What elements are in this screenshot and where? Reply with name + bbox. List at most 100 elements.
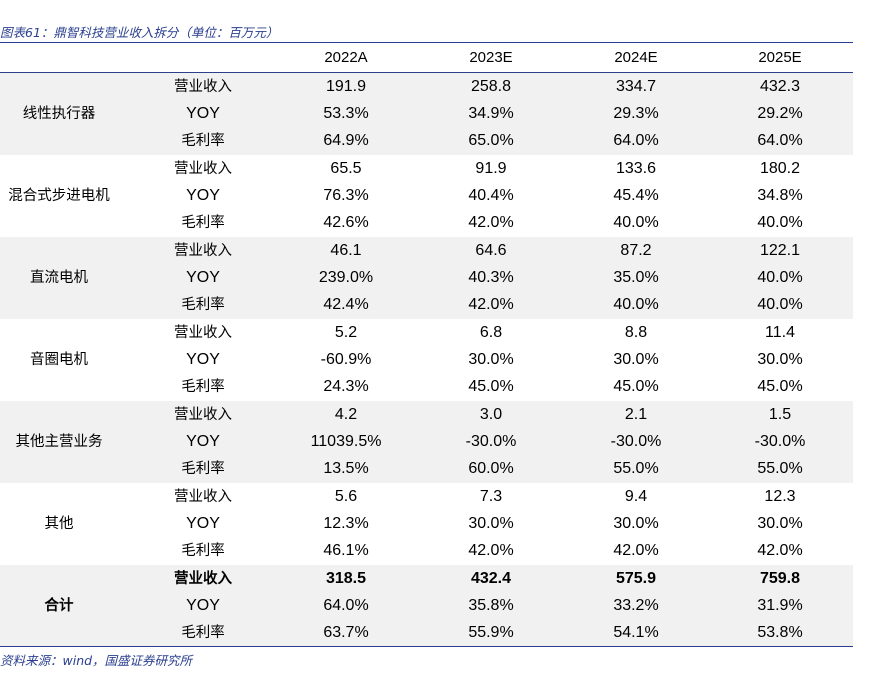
table-cell: 30.0% <box>613 351 659 368</box>
group-name: 其他主营业务 <box>15 434 103 450</box>
table-cell: 40.0% <box>613 214 659 231</box>
group-band <box>0 73 853 155</box>
table-cell: 64.0% <box>757 132 803 149</box>
table-cell: 55.0% <box>757 460 803 477</box>
metric-label: YOY <box>186 269 220 286</box>
table-cell: 432.3 <box>759 78 801 95</box>
source-note: 资料来源：wind，国盛证券研究所 <box>0 653 193 668</box>
metric-label: 营业收入 <box>174 325 232 341</box>
metric-label: 毛利率 <box>181 543 225 559</box>
table-cell: 12.3% <box>323 515 369 532</box>
column-header-2024e: 2024E <box>614 49 658 66</box>
table-cell: 33.2% <box>613 597 659 614</box>
group-name: 混合式步进电机 <box>8 188 110 204</box>
table-cell: -30.0% <box>465 433 517 450</box>
metric-label: YOY <box>186 597 220 614</box>
metric-label: 营业收入 <box>174 79 232 95</box>
table-cell: 63.7% <box>323 624 369 641</box>
table-cell: 13.5% <box>323 460 369 477</box>
table-cell: 45.0% <box>757 378 803 395</box>
table-cell: 1.5 <box>768 406 792 423</box>
table-cell: 6.8 <box>479 324 503 341</box>
table-cell: 42.0% <box>468 542 514 559</box>
table-cell: 40.0% <box>613 296 659 313</box>
table-cell: 65.0% <box>468 132 514 149</box>
metric-label: YOY <box>186 515 220 532</box>
metric-label: 营业收入 <box>174 161 232 177</box>
table-cell: 759.8 <box>759 570 801 587</box>
group-band <box>0 237 853 319</box>
table-cell: 122.1 <box>759 242 801 259</box>
table-cell: 180.2 <box>759 160 801 177</box>
table-cell: 239.0% <box>318 269 374 286</box>
group-name: 音圈电机 <box>30 352 88 368</box>
table-cell: 2.1 <box>624 406 648 423</box>
table-cell: 65.5 <box>330 160 362 177</box>
metric-label: YOY <box>186 351 220 368</box>
table-cell: 42.0% <box>757 542 803 559</box>
table-cell: 42.0% <box>468 214 514 231</box>
table-cell: -30.0% <box>610 433 662 450</box>
metric-label: 毛利率 <box>181 379 225 395</box>
table-cell: 30.0% <box>613 515 659 532</box>
metric-label: 毛利率 <box>181 297 225 313</box>
group-band <box>0 401 853 483</box>
table-cell: 24.3% <box>323 378 369 395</box>
table-cell: 42.0% <box>613 542 659 559</box>
table-cell: 35.8% <box>468 597 514 614</box>
metric-label: 毛利率 <box>181 215 225 231</box>
table-cell: 575.9 <box>615 570 657 587</box>
group-name: 直流电机 <box>30 270 88 286</box>
table-cell: 46.1% <box>323 542 369 559</box>
column-header-2022a: 2022A <box>324 49 368 66</box>
metric-label: 毛利率 <box>181 625 225 641</box>
table-cell: 11.4 <box>765 324 795 341</box>
bottom-rule <box>0 646 853 647</box>
group-name: 线性执行器 <box>22 106 96 122</box>
table-cell: 258.8 <box>470 78 512 95</box>
column-header-2025e: 2025E <box>758 49 802 66</box>
metric-label: YOY <box>186 187 220 204</box>
table-cell: 54.1% <box>613 624 659 641</box>
table-cell: 11039.5% <box>310 433 382 450</box>
metric-label: YOY <box>186 433 220 450</box>
table-cell: 60.0% <box>468 460 514 477</box>
table-cell: -30.0% <box>754 433 806 450</box>
group-name: 合计 <box>44 598 74 614</box>
table-cell: 40.0% <box>757 214 803 231</box>
metric-label: 营业收入 <box>174 489 232 505</box>
table-cell: 30.0% <box>757 351 803 368</box>
group-name: 其他 <box>44 516 74 532</box>
top-rule <box>0 42 853 43</box>
table-cell: 31.9% <box>757 597 803 614</box>
table-cell: 30.0% <box>757 515 803 532</box>
table-cell: 55.9% <box>468 624 514 641</box>
table-cell: 40.0% <box>757 269 803 286</box>
table-cell: 4.2 <box>334 406 358 423</box>
table-cell: 42.6% <box>323 214 369 231</box>
table-cell: 432.4 <box>470 570 512 587</box>
table-cell: 87.2 <box>620 242 652 259</box>
table-cell: 64.0% <box>613 132 659 149</box>
table-cell: 42.4% <box>323 296 369 313</box>
table-cell: 45.0% <box>613 378 659 395</box>
table-cell: 40.3% <box>468 269 514 286</box>
table-cell: 29.2% <box>757 105 803 122</box>
table-cell: -60.9% <box>320 351 372 368</box>
table-cell: 45.0% <box>468 378 514 395</box>
table-cell: 7.3 <box>479 488 503 505</box>
table-cell: 5.2 <box>334 324 358 341</box>
table-cell: 30.0% <box>468 351 514 368</box>
table-cell: 191.9 <box>325 78 367 95</box>
table-cell: 53.3% <box>323 105 369 122</box>
metric-label: 毛利率 <box>181 133 225 149</box>
table-cell: 55.0% <box>613 460 659 477</box>
table-cell: 40.4% <box>468 187 514 204</box>
table-cell: 318.5 <box>325 570 367 587</box>
table-cell: 64.0% <box>323 597 369 614</box>
table-cell: 91.9 <box>475 160 507 177</box>
metric-label: 毛利率 <box>181 461 225 477</box>
header-rule <box>0 72 853 73</box>
group-band <box>0 565 853 647</box>
table-cell: 133.6 <box>615 160 657 177</box>
